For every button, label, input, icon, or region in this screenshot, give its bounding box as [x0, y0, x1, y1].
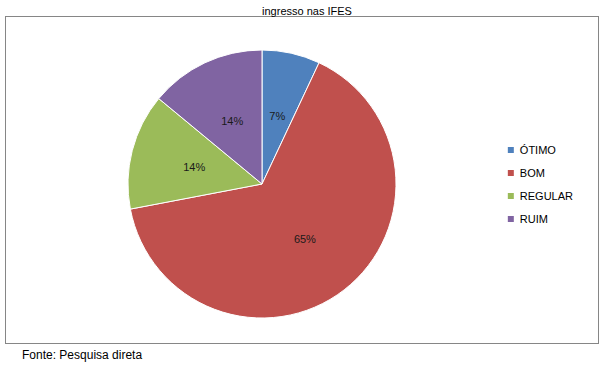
svg-text:ÓTIMO: ÓTIMO	[520, 144, 556, 156]
svg-text:RUIM: RUIM	[520, 213, 548, 225]
svg-text:14%: 14%	[221, 115, 243, 127]
svg-text:Fonte: Pesquisa direta: Fonte: Pesquisa direta	[22, 348, 142, 362]
svg-text:REGULAR: REGULAR	[520, 190, 573, 202]
svg-text:14%: 14%	[183, 161, 205, 173]
svg-text:BOM: BOM	[520, 167, 545, 179]
svg-text:ingresso nas IFES: ingresso nas IFES	[262, 5, 352, 17]
svg-text:65%: 65%	[294, 233, 316, 245]
svg-text:7%: 7%	[269, 110, 285, 122]
